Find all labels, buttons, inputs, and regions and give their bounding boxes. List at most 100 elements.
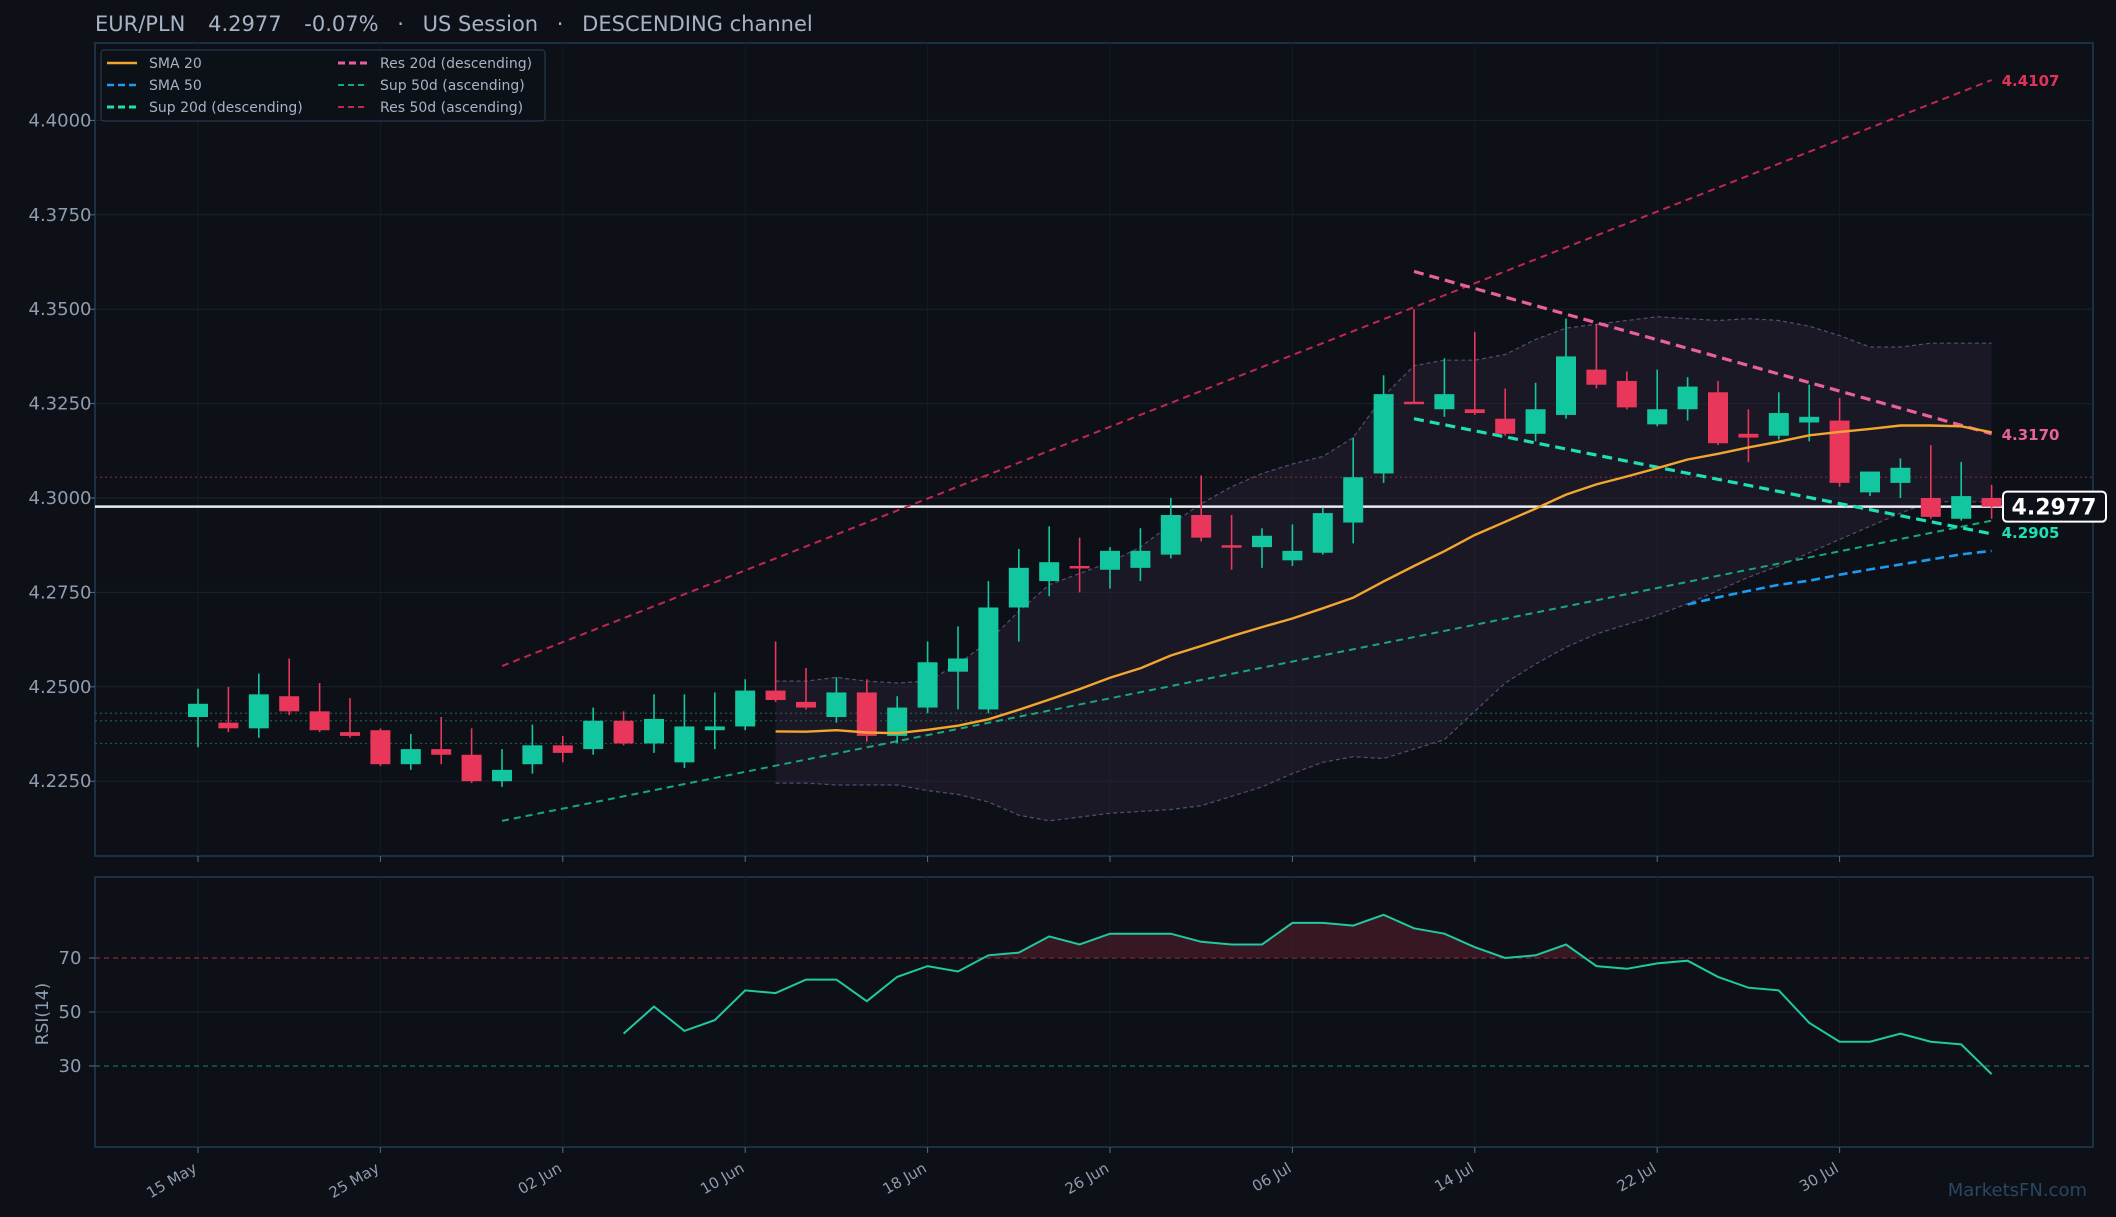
current-price-label: 4.2977 xyxy=(2012,496,2097,521)
candle xyxy=(492,749,512,787)
trendline-res-50d-ascending xyxy=(501,79,1992,667)
candle-body xyxy=(1829,420,1850,483)
candle-body xyxy=(1464,409,1485,414)
candle xyxy=(1130,528,1151,582)
candle xyxy=(1920,445,1941,519)
candle-body xyxy=(1312,513,1333,553)
candle xyxy=(796,667,816,710)
legend-box xyxy=(100,49,546,122)
candle xyxy=(887,696,908,744)
candle xyxy=(1221,514,1242,570)
candle xyxy=(218,686,239,733)
candle xyxy=(1039,526,1060,597)
candle xyxy=(370,728,391,767)
candle xyxy=(948,626,968,710)
candle-body xyxy=(552,745,573,753)
legend-label-sma-20: SMA 20 xyxy=(149,56,202,72)
bollinger-band-fill xyxy=(775,316,1992,821)
trendline-sup-50d-ascending xyxy=(501,519,1992,822)
rsi-tick-label: 30 xyxy=(59,1056,82,1077)
candle xyxy=(1100,547,1120,589)
candle xyxy=(1647,369,1668,427)
trendline-sup-20d-descending xyxy=(1413,417,1992,536)
candle xyxy=(1434,358,1455,417)
rsi-axis: 30 50 70 xyxy=(59,948,95,1077)
candle xyxy=(644,694,664,753)
candle-body xyxy=(1920,498,1941,517)
candlesticks xyxy=(188,309,2002,787)
candle-body xyxy=(1890,467,1911,483)
price-tick-label: 4.3500 xyxy=(29,299,92,320)
candle xyxy=(1890,458,1911,498)
candle xyxy=(461,728,482,784)
candle xyxy=(1768,392,1789,440)
candle-body xyxy=(1404,401,1424,405)
legend-label-res-20d-descending: Res 20d (descending) xyxy=(380,56,532,72)
price-tick-label: 4.2750 xyxy=(29,582,92,603)
legend-label-sma-50: SMA 50 xyxy=(149,78,202,94)
candle-body xyxy=(644,718,664,744)
header-separator: · xyxy=(397,12,404,36)
candle xyxy=(1860,471,1880,497)
sup20-end-label: 4.2905 xyxy=(2002,524,2060,542)
watermark: MarketsFN.com xyxy=(1948,1180,2087,1201)
candle xyxy=(1160,498,1181,559)
sma20-line xyxy=(775,424,1992,735)
candle-body xyxy=(735,690,756,727)
candle xyxy=(674,694,695,768)
rsi-overbought-fill xyxy=(983,914,1585,958)
candle xyxy=(1495,388,1516,436)
price-tick-label: 4.3250 xyxy=(29,394,92,415)
price-panel xyxy=(94,42,2094,857)
candle xyxy=(1373,375,1394,483)
candle xyxy=(1708,380,1728,446)
candle-body xyxy=(765,690,786,701)
candle xyxy=(1525,382,1546,442)
price-tick-label: 4.2250 xyxy=(29,771,92,792)
candle-body xyxy=(1008,567,1029,608)
candle-body xyxy=(1556,356,1576,415)
candle-body xyxy=(856,692,877,736)
candle-body xyxy=(1860,471,1880,493)
candle-body xyxy=(1282,550,1303,561)
candle xyxy=(1343,437,1364,544)
header-pattern: DESCENDING channel xyxy=(582,12,813,36)
candle-body xyxy=(1373,394,1394,474)
header-session: US Session xyxy=(423,12,539,36)
candle-body xyxy=(1616,380,1637,408)
price-axis: 4.2250 4.2500 4.2750 4.3000 4.3250 4.3500 4.37… xyxy=(29,110,95,792)
candle-body xyxy=(461,754,482,782)
candle-body xyxy=(887,707,908,736)
moving-averages xyxy=(775,424,1992,735)
candle xyxy=(1616,371,1637,410)
rsi-line xyxy=(622,913,1993,1075)
candle-body xyxy=(826,692,847,718)
legend-label-sup-20d-descending: Sup 20d (descending) xyxy=(149,100,303,116)
candle xyxy=(522,724,543,774)
candle-body xyxy=(1951,496,1972,519)
candle xyxy=(1404,309,1424,405)
header-separator: · xyxy=(557,12,564,36)
candle xyxy=(735,679,756,731)
chart-header: EUR/PLN 4.2977 -0.07% · US Session · DES… xyxy=(95,12,813,36)
trendlines xyxy=(501,79,1993,822)
res50-end-label: 4.4107 xyxy=(2002,72,2060,90)
candle-body xyxy=(948,658,968,672)
candle-body xyxy=(188,703,208,718)
candle xyxy=(917,641,938,714)
candle-body xyxy=(309,711,330,731)
candle-body xyxy=(1525,409,1546,434)
candle-body xyxy=(279,696,300,712)
candle-body xyxy=(522,745,543,765)
candle-body xyxy=(248,694,269,729)
candle-body xyxy=(1221,545,1242,548)
price-tick-label: 4.4000 xyxy=(29,110,92,131)
candle xyxy=(1981,484,2002,519)
rsi-axis-label: RSI(14) xyxy=(33,983,53,1046)
candle xyxy=(248,673,269,738)
candle xyxy=(826,677,847,723)
candle-body xyxy=(370,730,391,765)
header-symbol: EUR/PLN xyxy=(95,12,185,36)
candle xyxy=(856,679,877,742)
candle-body xyxy=(1738,433,1759,438)
